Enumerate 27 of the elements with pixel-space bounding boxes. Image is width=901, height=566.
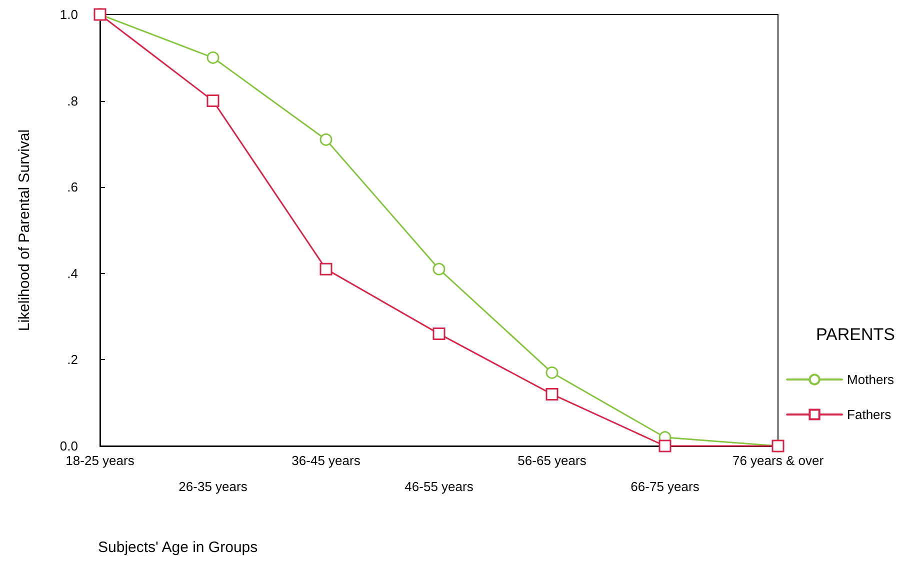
x-tick-label: 46-55 years [404, 479, 474, 494]
x-tick-label: 26-35 years [178, 479, 248, 494]
x-axis-title: Subjects' Age in Groups [98, 539, 258, 556]
x-tick-label: 18-25 years [66, 453, 135, 468]
x-tick-label: 76 years & over [732, 453, 824, 468]
legend-title: PARENTS [816, 325, 896, 344]
y-tick-label: .8 [67, 93, 78, 108]
y-tick-label: .4 [67, 266, 78, 281]
legend-label: Fathers [847, 407, 892, 422]
point [432, 262, 446, 276]
y-tick-label: .2 [67, 352, 78, 368]
point [546, 366, 558, 379]
point [320, 262, 332, 276]
legend-label: Mothers [847, 372, 894, 387]
y-axis-title: Likelihood of Parental Survival [16, 129, 33, 332]
y-tick-label: .6 [67, 180, 78, 195]
x-tick-label: 36-45 years [292, 453, 361, 468]
point [546, 388, 558, 400]
y-tick-label: 0.0 [60, 438, 78, 454]
x-tick-label: 66-75 years [630, 479, 700, 494]
point [206, 51, 220, 64]
point [320, 133, 332, 146]
x-tick-label: 56-65 years [518, 453, 587, 468]
y-tick-label: 1.0 [60, 7, 78, 22]
point [206, 94, 220, 108]
point [658, 440, 672, 452]
point [432, 328, 446, 340]
